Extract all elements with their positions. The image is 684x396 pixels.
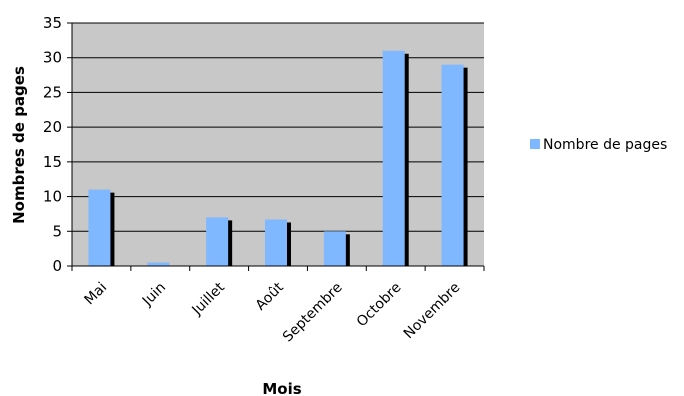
y-tick-label: 15 bbox=[43, 153, 62, 171]
y-tick-label: 5 bbox=[52, 222, 62, 240]
gridlines bbox=[72, 22, 484, 232]
x-tick-label: Juillet bbox=[189, 279, 229, 319]
y-axis-title: Nombres de pages bbox=[10, 66, 28, 224]
bar-shadow bbox=[227, 220, 233, 266]
y-tick-label: 10 bbox=[43, 188, 62, 206]
y-axis-ticks: 0 5 10 15 20 25 30 35 bbox=[43, 14, 72, 275]
bar-shadow bbox=[462, 67, 468, 267]
y-tick-label: 35 bbox=[43, 14, 62, 32]
bar bbox=[382, 50, 405, 267]
x-tick-label: Août bbox=[253, 279, 287, 313]
bar bbox=[88, 189, 111, 266]
x-tick-label: Septembre bbox=[280, 280, 346, 346]
y-tick-label: 0 bbox=[52, 257, 62, 275]
x-tick-label: Novembre bbox=[401, 280, 464, 343]
y-tick-label: 30 bbox=[43, 49, 62, 67]
bar-shadow bbox=[286, 222, 291, 266]
y-tick-label: 25 bbox=[43, 83, 62, 101]
legend-swatch bbox=[530, 139, 540, 149]
bar bbox=[323, 231, 346, 266]
bar-shadow bbox=[403, 53, 409, 267]
x-tick-label: Octobre bbox=[354, 280, 405, 331]
x-tick-label: Mai bbox=[82, 280, 111, 309]
bar-shadow bbox=[109, 192, 115, 266]
y-tick-label: 20 bbox=[43, 118, 62, 136]
legend: Nombre de pages bbox=[530, 137, 667, 153]
bars bbox=[88, 50, 468, 267]
bar bbox=[147, 262, 170, 266]
bar bbox=[206, 217, 229, 266]
bar bbox=[265, 219, 287, 266]
legend-label: Nombre de pages bbox=[543, 137, 667, 153]
bar bbox=[441, 64, 464, 267]
x-tick-label: Juin bbox=[139, 280, 169, 310]
x-axis-title: Mois bbox=[262, 380, 301, 396]
bar-shadow bbox=[344, 234, 350, 266]
